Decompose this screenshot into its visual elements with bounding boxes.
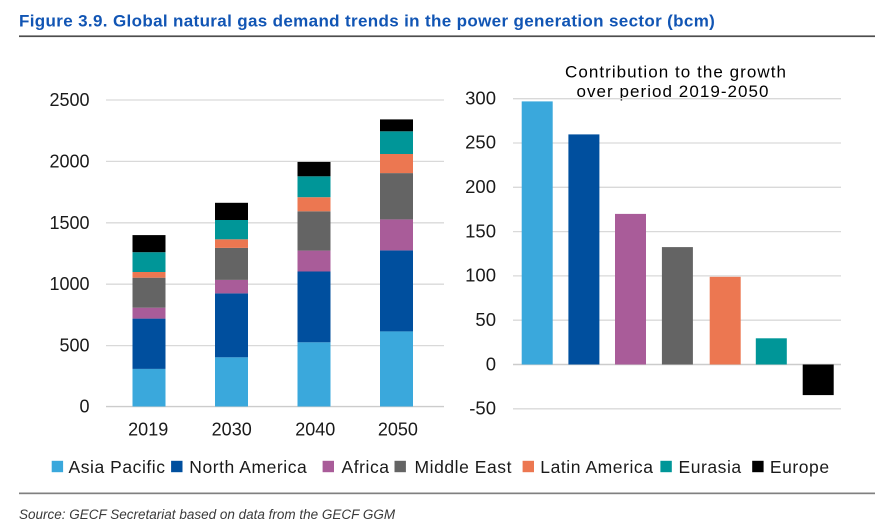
svg-text:200: 200 xyxy=(465,176,496,197)
svg-text:100: 100 xyxy=(465,265,496,286)
svg-text:250: 250 xyxy=(465,132,496,153)
svg-text:1000: 1000 xyxy=(49,274,89,294)
svg-text:150: 150 xyxy=(465,220,496,241)
svg-text:2050: 2050 xyxy=(378,419,418,439)
svg-text:2030: 2030 xyxy=(212,419,252,439)
svg-text:0: 0 xyxy=(79,396,89,416)
svg-text:Asia Pacific: Asia Pacific xyxy=(69,457,166,477)
svg-text:0: 0 xyxy=(486,353,496,374)
svg-text:2500: 2500 xyxy=(49,90,89,110)
svg-text:Africa: Africa xyxy=(342,457,390,477)
svg-text:500: 500 xyxy=(59,336,89,356)
svg-text:50: 50 xyxy=(475,309,496,330)
svg-text:North America: North America xyxy=(189,457,307,477)
svg-text:Eurasia: Eurasia xyxy=(679,457,742,477)
svg-text:-50: -50 xyxy=(469,398,496,419)
svg-text:Contribution to the growth: Contribution to the growth xyxy=(565,63,787,82)
svg-text:Source: GECF Secretariat based: Source: GECF Secretariat based on data f… xyxy=(19,507,396,522)
svg-text:Latin America: Latin America xyxy=(540,457,653,477)
svg-text:Figure 3.9. Global natural gas: Figure 3.9. Global natural gas demand tr… xyxy=(19,12,715,31)
svg-text:2000: 2000 xyxy=(49,151,89,171)
svg-text:Europe: Europe xyxy=(770,457,830,477)
svg-text:over period 2019-2050: over period 2019-2050 xyxy=(576,82,769,101)
svg-text:Middle East: Middle East xyxy=(415,457,512,477)
svg-text:2019: 2019 xyxy=(128,419,168,439)
svg-text:1500: 1500 xyxy=(49,213,89,233)
svg-text:300: 300 xyxy=(465,87,496,108)
svg-text:2040: 2040 xyxy=(295,419,335,439)
